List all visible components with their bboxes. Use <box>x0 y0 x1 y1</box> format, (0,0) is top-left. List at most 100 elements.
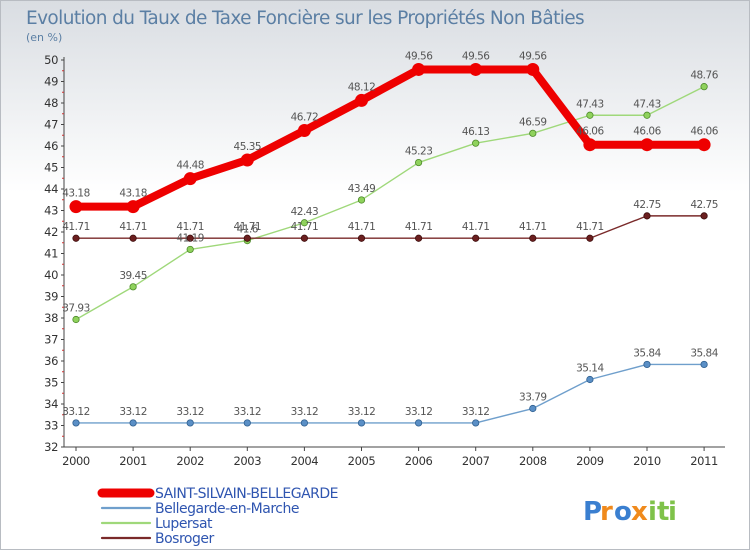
logo-letter: i <box>668 497 677 527</box>
data-point-lupersat <box>129 283 137 291</box>
data-point-saint-silvain-bellegarde <box>69 200 83 214</box>
data-point-saint-silvain-bellegarde <box>583 138 597 152</box>
data-point-bellegarde-en-marche <box>129 419 137 427</box>
data-point-saint-silvain-bellegarde <box>355 93 368 107</box>
data-point-bosroger <box>586 234 594 242</box>
data-label-lupersat: 45.23 <box>405 146 433 158</box>
data-point-bellegarde-en-marche <box>72 419 80 427</box>
data-point-saint-silvain-bellegarde <box>526 62 540 76</box>
x-tick-label: 2009 <box>576 454 604 468</box>
data-label-bellegarde-en-marche: 33.12 <box>291 406 319 418</box>
data-point-lupersat <box>72 315 80 324</box>
series-layer <box>69 62 711 427</box>
data-label-saint-silvain-bellegarde: 44.48 <box>176 160 204 172</box>
legend-label: SAINT-SILVAIN-BELLEGARDE <box>155 486 338 502</box>
data-label-lupersat: 43.49 <box>348 183 376 195</box>
x-tick-label: 2004 <box>291 454 319 468</box>
y-tick-label: 32 <box>44 440 58 454</box>
data-label-saint-silvain-bellegarde: 49.56 <box>405 50 433 62</box>
data-point-lupersat <box>357 196 366 204</box>
y-tick-label: 43 <box>44 204 58 218</box>
logo-letter: r <box>600 497 613 527</box>
data-label-bellegarde-en-marche: 33.12 <box>234 406 262 418</box>
y-tick-label: 36 <box>44 354 58 368</box>
x-tick-label: 2000 <box>62 454 90 468</box>
y-tick-label: 35 <box>44 376 58 390</box>
data-label-saint-silvain-bellegarde: 46.06 <box>576 126 604 138</box>
data-label-bellegarde-en-marche: 33.79 <box>519 392 547 404</box>
data-label-bosroger: 41.71 <box>291 221 319 233</box>
series-lupersat <box>72 83 708 324</box>
data-point-bellegarde-en-marche <box>243 419 251 427</box>
data-label-saint-silvain-bellegarde: 43.18 <box>119 188 147 200</box>
logo-letter: t <box>657 497 669 527</box>
x-tick-label: 2008 <box>519 454 547 468</box>
legend-item-bellegarde-en-marche: Bellegarde-en-Marche <box>100 501 299 517</box>
data-label-bosroger: 41.71 <box>576 221 604 233</box>
y-tick-label: 33 <box>44 419 58 433</box>
data-label-lupersat: 41.6 <box>237 224 259 236</box>
data-label-lupersat: 46.59 <box>519 116 547 128</box>
data-label-lupersat: 42.43 <box>291 206 319 218</box>
data-point-bellegarde-en-marche <box>357 419 366 427</box>
x-tick-label: 2007 <box>462 454 490 468</box>
legend-item-lupersat: Lupersat <box>100 516 214 532</box>
data-point-lupersat <box>300 219 308 227</box>
x-tick-label: 2002 <box>176 454 204 468</box>
data-label-bosroger: 42.75 <box>690 199 718 211</box>
data-point-bellegarde-en-marche <box>186 419 194 427</box>
data-label-bellegarde-en-marche: 33.12 <box>176 406 204 418</box>
series-line-bellegarde-en-marche <box>75 363 705 424</box>
data-label-saint-silvain-bellegarde: 48.12 <box>348 81 376 93</box>
data-point-bellegarde-en-marche <box>414 419 423 427</box>
series-line-lupersat <box>75 85 705 321</box>
y-tick-label: 49 <box>44 75 58 89</box>
data-label-bosroger: 42.75 <box>633 199 661 211</box>
data-point-bosroger <box>529 234 537 242</box>
data-point-bellegarde-en-marche <box>643 360 651 369</box>
y-tick-label: 48 <box>44 96 58 110</box>
x-tick-label: 2010 <box>633 454 661 468</box>
data-label-saint-silvain-bellegarde: 49.56 <box>462 50 490 62</box>
y-tick-label: 41 <box>44 247 58 261</box>
data-label-bosroger: 41.71 <box>348 221 376 233</box>
y-tick-label: 38 <box>44 311 58 325</box>
data-point-bosroger <box>414 234 423 242</box>
legend-item-bosroger: Bosroger <box>100 531 215 547</box>
data-label-bosroger: 41.71 <box>405 221 433 233</box>
data-point-saint-silvain-bellegarde <box>183 172 197 186</box>
chart-subtitle: (en %) <box>26 31 62 44</box>
x-tick-label: 2001 <box>119 454 147 468</box>
data-point-bellegarde-en-marche <box>586 375 594 384</box>
series-line-saint-silvain-bellegarde <box>72 65 709 211</box>
data-label-saint-silvain-bellegarde: 46.72 <box>291 112 319 124</box>
data-label-lupersat: 48.76 <box>690 70 718 82</box>
y-tick-label: 50 <box>44 53 58 67</box>
data-label-bellegarde-en-marche: 33.12 <box>348 406 376 418</box>
data-point-bosroger <box>700 212 708 220</box>
data-label-bellegarde-en-marche: 33.12 <box>119 406 147 418</box>
y-tick-label: 44 <box>44 182 58 196</box>
proxiti-logo: Pr o x i ti <box>583 497 677 527</box>
x-tick-label: 2011 <box>690 454 718 468</box>
data-point-lupersat <box>186 245 194 254</box>
y-tick-label: 42 <box>44 225 58 239</box>
data-point-bosroger <box>186 234 194 242</box>
y-tick-label: 46 <box>44 139 58 153</box>
data-label-bosroger: 41.71 <box>234 221 262 233</box>
y-tick-label: 37 <box>44 333 58 347</box>
data-point-saint-silvain-bellegarde <box>297 124 311 138</box>
legend-item-saint-silvain-bellegarde: SAINT-SILVAIN-BELLEGARDE <box>97 486 339 502</box>
data-point-saint-silvain-bellegarde <box>126 200 140 214</box>
data-label-saint-silvain-bellegarde: 43.18 <box>62 188 90 200</box>
data-point-lupersat <box>586 111 594 119</box>
y-tick-label: 40 <box>44 268 58 282</box>
data-label-saint-silvain-bellegarde: 46.06 <box>633 126 661 138</box>
series-saint-silvain-bellegarde <box>69 62 711 214</box>
chart-title: Evolution du Taux de Taxe Foncière sur l… <box>26 8 584 29</box>
data-label-bellegarde-en-marche: 33.12 <box>62 406 90 418</box>
y-tick-label: 39 <box>44 290 58 304</box>
data-point-saint-silvain-bellegarde <box>240 153 254 167</box>
legend-label: Bellegarde-en-Marche <box>155 501 299 517</box>
data-label-lupersat: 46.13 <box>462 126 490 138</box>
